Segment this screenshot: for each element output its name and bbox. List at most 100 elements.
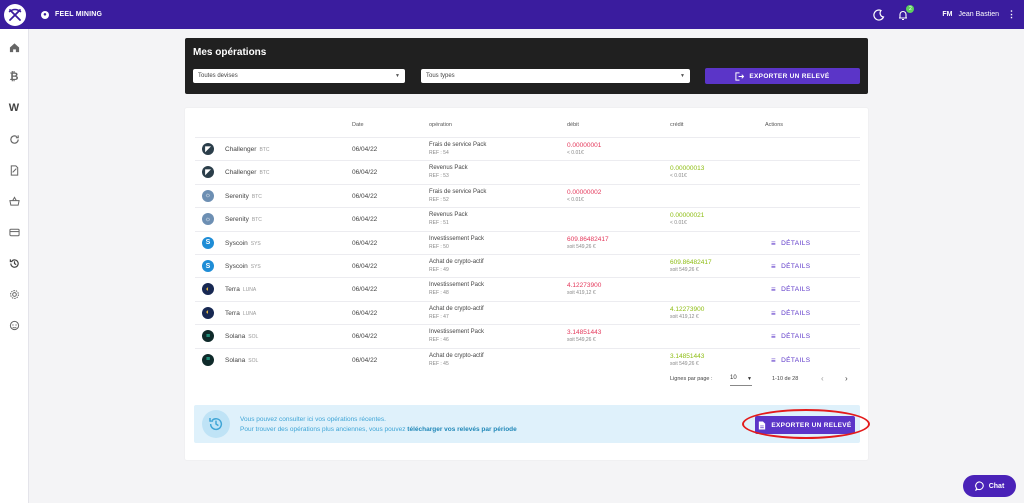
table-row: ◐ Terra LUNA 06/04/22 Achat de crypto-actif R… <box>195 300 860 324</box>
details-button[interactable]: ≡ DÉTAILS <box>771 239 811 248</box>
operation-label: Achat de crypto-actif <box>429 352 484 359</box>
rows-per-page-select[interactable]: 10 ▼ <box>730 375 752 386</box>
settings-icon[interactable] <box>7 287 21 301</box>
list-icon: ≡ <box>771 285 777 295</box>
bitcoin-icon[interactable]: ₿ <box>9 71 19 83</box>
coin-ticker: SOL <box>248 357 259 364</box>
rows-per-page-value: 10 <box>730 375 737 381</box>
credit-fiat: soit 419,12 € <box>670 313 699 320</box>
coin-name: Serenity BTC <box>225 216 262 223</box>
previous-page-icon[interactable]: ‹ <box>821 374 824 383</box>
coin-ticker: BTC <box>259 147 270 153</box>
type-filter-select[interactable]: Tous types ▼ <box>421 69 690 83</box>
operation-label: Frais de service Pack <box>429 188 487 195</box>
credit-value: 609.86482417 <box>670 259 712 266</box>
debit-fiat: < 0.01€ <box>567 150 584 156</box>
currency-filter-value: Toutes devises <box>198 73 238 79</box>
brand-icon: ● <box>41 10 49 19</box>
export-statement-button[interactable]: EXPORTER UN RELEVÉ <box>705 68 860 84</box>
list-icon: ≡ <box>771 238 777 248</box>
table-row: ☼ Serenity BTC 06/04/22 Revenus Pack REF : 51… <box>195 207 860 230</box>
theme-toggle-icon[interactable] <box>872 8 886 22</box>
more-vert-icon[interactable]: ⋮ <box>1007 9 1016 19</box>
debit-fiat: soit 419,12 € <box>567 290 596 297</box>
coin-icon: ◤ <box>202 143 214 155</box>
operation-date: 06/04/22 <box>352 263 378 270</box>
coin-name: Challenger BTC <box>225 146 269 153</box>
document-edit-icon[interactable] <box>7 163 21 177</box>
rows-per-page-label: Lignes par page : <box>670 376 713 382</box>
coin-icon: ≡ <box>202 353 214 366</box>
credit-amount: 609.86482417 soit 549,26 € <box>670 258 712 273</box>
coin-name: Terra LUNA <box>225 286 256 293</box>
brand-name: FEEL MINING <box>55 11 103 18</box>
coin-name: Solana SOL <box>225 357 258 364</box>
operation-ref: REF : 51 <box>429 220 449 227</box>
coin-name: Challenger BTC <box>225 169 269 176</box>
details-button[interactable]: ≡ DÉTAILS <box>771 356 811 365</box>
coin-ticker: BTC <box>251 193 262 200</box>
refresh-icon[interactable] <box>7 132 21 146</box>
coin-label: Syscoin <box>225 263 248 270</box>
history-icon <box>202 410 230 438</box>
coin-label: Solana <box>225 333 246 341</box>
next-page-icon[interactable]: › <box>845 374 848 383</box>
download-statements-link[interactable]: télécharger vos relevés par période <box>407 426 517 433</box>
avatar: FM <box>942 11 953 18</box>
basket-icon[interactable] <box>7 194 21 208</box>
operation-ref: REF : 49 <box>429 267 449 273</box>
table-row: ◐ Terra LUNA 06/04/22 Investissement Pack REF… <box>195 277 860 300</box>
user-menu[interactable]: FM Jean Bastien ⋮ <box>940 9 1016 20</box>
details-button[interactable]: ≡ DÉTAILS <box>771 332 811 341</box>
details-button[interactable]: ≡ DÉTAILS <box>771 262 811 271</box>
history-icon[interactable] <box>7 256 21 270</box>
coin-ticker: LUNA <box>242 310 257 317</box>
info-text-line2: Pour trouver des opérations plus ancienn… <box>240 426 517 433</box>
wallet-w-icon[interactable]: W <box>8 102 20 114</box>
details-label: DÉTAILS <box>781 263 811 270</box>
page-title: Mes opérations <box>193 47 267 58</box>
details-button[interactable]: ≡ DÉTAILS <box>771 309 811 318</box>
chat-button[interactable]: Chat <box>963 475 1016 497</box>
notification-button[interactable]: 2 <box>896 4 915 22</box>
page-range: 1-10 de 28 <box>772 376 799 382</box>
coin-icon: ☼ <box>202 189 214 202</box>
app-logo[interactable] <box>0 0 29 29</box>
debit-amount: 4.12273900 soit 419,12 € <box>567 281 601 296</box>
card-icon[interactable] <box>7 225 21 239</box>
table-row: S Syscoin SYS 06/04/22 Investissement Pack RE… <box>195 230 860 254</box>
operation-ref: REF : 52 <box>429 196 449 203</box>
details-label: DÉTAILS <box>781 239 811 247</box>
debit-amount: 609.86482417 soit 549,26 € <box>567 235 609 250</box>
operation-label: Frais de service Pack <box>429 142 487 148</box>
coin-name: Serenity BTC <box>225 193 262 200</box>
home-icon[interactable] <box>7 40 21 54</box>
debit-amount: 0.00000002 < 0.01€ <box>567 188 601 203</box>
currency-filter-select[interactable]: Toutes devises ▼ <box>193 69 405 83</box>
debit-value: 4.12273900 <box>567 282 602 290</box>
operation-date: 06/04/22 <box>352 239 378 247</box>
operation-cell: Frais de service Pack REF : 54 <box>429 141 486 157</box>
brand[interactable]: ● FEEL MINING <box>41 10 103 19</box>
table-row: ≡ Solana SOL 06/04/22 Achat de crypto-actif R… <box>195 347 860 371</box>
details-button[interactable]: ≡ DÉTAILS <box>771 285 811 294</box>
operation-ref: REF : 47 <box>429 313 449 320</box>
details-label: DÉTAILS <box>781 309 811 317</box>
operation-date: 06/04/22 <box>352 146 378 153</box>
coin-name: Terra LUNA <box>225 310 256 317</box>
list-icon: ≡ <box>771 262 777 271</box>
operation-cell: Achat de crypto-actif REF : 47 <box>429 305 484 321</box>
coin-icon: ◤ <box>202 166 214 179</box>
operation-ref: REF : 45 <box>429 360 449 367</box>
operation-label: Achat de crypto-actif <box>429 259 484 265</box>
coin-label: Solana <box>225 356 246 364</box>
coin-ticker: BTC <box>251 217 262 224</box>
operation-label: Investissement Pack <box>429 235 485 242</box>
support-icon[interactable] <box>7 318 21 332</box>
coin-label: Terra <box>225 309 240 317</box>
coin-name: Syscoin SYS <box>225 263 261 270</box>
coin-label: Terra <box>225 286 240 294</box>
operation-cell: Achat de crypto-actif REF : 45 <box>429 352 484 368</box>
operation-date: 06/04/22 <box>352 169 378 177</box>
operation-ref: REF : 53 <box>429 173 449 180</box>
